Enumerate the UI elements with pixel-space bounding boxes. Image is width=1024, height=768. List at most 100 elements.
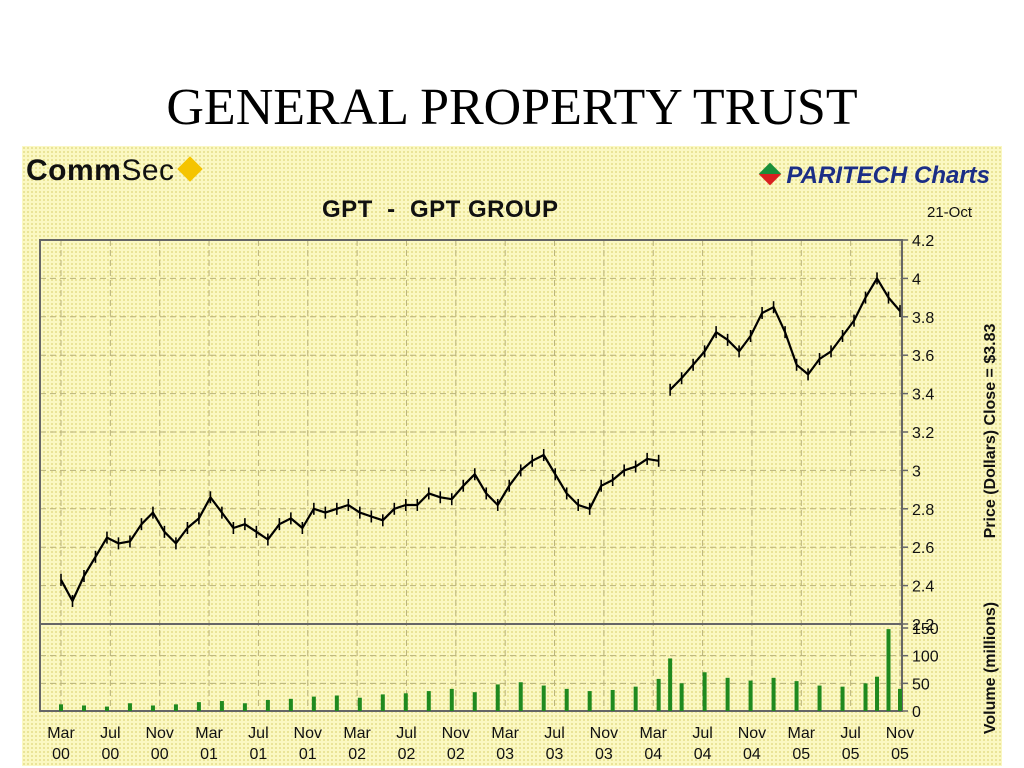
volume-bar [541, 685, 546, 711]
volume-plot-frame [39, 623, 903, 712]
paritech-logo-text: PARITECH Charts [786, 162, 990, 189]
volume-tick-label: 50 [912, 676, 930, 693]
x-tick-month: Jul [692, 725, 712, 742]
x-tick-month: Jul [544, 725, 564, 742]
x-tick-year: 03 [496, 746, 514, 763]
x-tick-month: Mar [491, 725, 519, 742]
volume-axis-label: Volume (millions) [982, 602, 999, 734]
chart-panel: CommSec PARITECH Charts GPT - GPT GROUP … [22, 146, 1002, 766]
x-tick-year: 05 [842, 746, 860, 763]
volume-bar [196, 702, 201, 711]
price-tick-label: 3.8 [912, 310, 934, 327]
volume-layer [59, 629, 902, 711]
x-tick-year: 02 [348, 746, 366, 763]
chart-title: GPT - GPT GROUP [322, 196, 559, 223]
volume-tick-label: 0 [912, 704, 921, 721]
x-tick-month: Nov [886, 725, 914, 742]
volume-bar [610, 689, 615, 711]
x-tick-month: Nov [590, 725, 618, 742]
volume-bar [357, 697, 362, 711]
volume-bar [863, 683, 868, 711]
price-tick-label: 4.2 [912, 233, 934, 250]
x-tick-year: 05 [792, 746, 810, 763]
volume-bar [668, 658, 673, 711]
chart-svg: 4.243.83.63.43.232.82.62.42.2 150100500 … [39, 233, 999, 763]
x-tick-month: Jul [248, 725, 268, 742]
x-tick-year: 01 [250, 746, 268, 763]
commsec-logo-bold: Comm [26, 154, 122, 187]
volume-bar [449, 688, 454, 711]
x-tick-month: Mar [343, 725, 371, 742]
volume-bar [242, 703, 247, 711]
volume-tick-label: 150 [912, 621, 939, 638]
x-tick-month: Mar [639, 725, 667, 742]
volume-bar [219, 701, 224, 711]
x-tick-year: 02 [398, 746, 416, 763]
volume-bar [288, 698, 293, 711]
volume-bar [725, 677, 730, 711]
x-tick-labels: Mar 00 Jul 00 Nov 00 Mar 01 Jul 01 Nov 01 Mar 02 Jul 02… [47, 725, 914, 763]
volume-bar [771, 677, 776, 711]
x-tick-year: 04 [743, 746, 761, 763]
x-tick-year: 04 [644, 746, 662, 763]
price-axis-label: Price (Dollars) Close = $3.83 [982, 324, 999, 539]
volume-bar [794, 681, 799, 711]
volume-bar [334, 695, 339, 711]
x-tick-year: 01 [200, 746, 218, 763]
volume-bar [702, 672, 707, 711]
x-tick-month: Nov [738, 725, 766, 742]
price-tick-label: 2.4 [912, 579, 934, 596]
price-tick-label: 4 [912, 271, 921, 288]
x-tick-year: 00 [101, 746, 119, 763]
commsec-logo-rest: Sec [121, 154, 175, 187]
volume-bar [840, 686, 845, 711]
price-tick-label: 2.8 [912, 502, 934, 519]
price-tick-label: 2.2 [912, 617, 934, 634]
x-tick-year: 04 [694, 746, 712, 763]
volume-bar [311, 696, 316, 711]
volume-bar [173, 704, 178, 711]
x-tick-month: Mar [788, 725, 816, 742]
date-label: 21-Oct [926, 204, 972, 221]
volume-bar [748, 680, 753, 711]
x-tick-year: 03 [546, 746, 564, 763]
x-tick-month: Nov [294, 725, 322, 742]
volume-bar [518, 682, 523, 711]
x-tick-month: Mar [195, 725, 223, 742]
slide-title: GENERAL PROPERTY TRUST [166, 79, 858, 136]
x-tick-month: Jul [840, 725, 860, 742]
x-tick-month: Nov [442, 725, 470, 742]
volume-bar [495, 684, 500, 711]
volume-bar [656, 678, 661, 711]
x-tick-year: 00 [151, 746, 169, 763]
x-tick-month: Mar [47, 725, 75, 742]
volume-tick-labels: 150 100 50 0 [902, 621, 939, 721]
price-tick-label: 3 [912, 463, 921, 480]
x-tick-year: 00 [52, 746, 70, 763]
x-tick-month: Nov [145, 725, 173, 742]
price-tick-labels: 4.2 4 3.8 3.6 3.4 3.2 3 2.8 2.6 2.4 2.2 [902, 233, 934, 634]
volume-bar [127, 703, 132, 711]
volume-bar [426, 691, 431, 711]
volume-bar [265, 699, 270, 711]
commsec-logo: CommSec [26, 154, 203, 188]
x-tick-month: Jul [396, 725, 416, 742]
volume-bar [81, 705, 86, 711]
volume-bar [633, 686, 638, 711]
volume-bar [403, 693, 408, 711]
grid-layer [40, 240, 902, 711]
x-tick-year: 02 [447, 746, 465, 763]
volume-bar [817, 685, 822, 711]
price-tick-label: 3.4 [912, 387, 934, 404]
price-tick-label: 3.2 [912, 425, 934, 442]
x-tick-month: Jul [100, 725, 120, 742]
price-layer [60, 272, 901, 607]
paritech-logo: PARITECH Charts [759, 162, 990, 190]
volume-bar [564, 688, 569, 711]
volume-bar [587, 691, 592, 711]
volume-bar [679, 683, 684, 711]
price-line-segment [60, 453, 659, 603]
x-tick-year: 03 [595, 746, 613, 763]
volume-bar [875, 676, 880, 711]
volume-tick-label: 100 [912, 649, 939, 666]
